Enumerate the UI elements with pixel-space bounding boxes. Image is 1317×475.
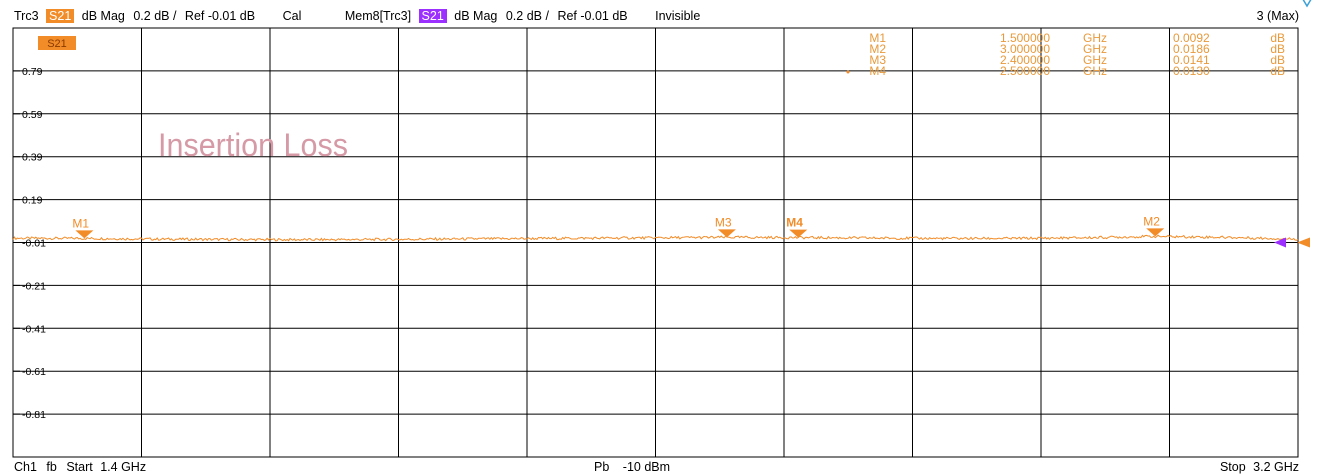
- marker-table-name: M1: [869, 31, 886, 45]
- marker-table-freq: 3.000000: [1000, 42, 1050, 56]
- stop-label[interactable]: Stop: [1219, 460, 1246, 474]
- start-label[interactable]: Start: [66, 460, 93, 474]
- marker-table-freq: 1.500000: [1000, 31, 1050, 45]
- chart-grid: [12, 27, 1299, 458]
- stop-value[interactable]: 3.2 GHz: [1253, 460, 1299, 474]
- y-tick-label: 0.79: [22, 66, 43, 78]
- marker-table-freq: 2.500000: [1000, 64, 1050, 78]
- y-tick-label: 0.19: [22, 195, 43, 207]
- trace-scale[interactable]: 0.2 dB /: [133, 9, 177, 23]
- marker-table-value-unit: dB: [1270, 53, 1285, 67]
- y-tick-label: -0.01: [22, 238, 46, 250]
- marker-table-value-unit: dB: [1270, 42, 1285, 56]
- trace-format[interactable]: dB Mag: [81, 9, 125, 23]
- trace-s21: [12, 234, 1299, 242]
- fb-label[interactable]: fb: [46, 460, 57, 474]
- trace-param-tag[interactable]: S21: [46, 9, 75, 23]
- y-tick-label: -0.21: [22, 280, 46, 292]
- trace-badge[interactable]: S21: [38, 36, 76, 50]
- pb-label[interactable]: Pb: [594, 460, 610, 474]
- y-tick-label: 0.59: [22, 109, 43, 121]
- cal-status[interactable]: Cal: [282, 9, 302, 23]
- ref-arrow-memory: [1274, 237, 1286, 248]
- power-value[interactable]: -10 dBm: [622, 460, 671, 474]
- marker-triangle-m1: [75, 230, 94, 239]
- marker-table-value-unit: dB: [1270, 31, 1285, 45]
- ref-arrow-trace: [1297, 237, 1310, 248]
- y-tick-label: -0.41: [22, 323, 46, 335]
- footer-center: Pb -10 dBm: [594, 459, 670, 475]
- marker-table-freq-unit: GHz: [1083, 53, 1107, 67]
- marker-label-m2: M2: [1143, 214, 1160, 228]
- y-tick-label: 0.39: [22, 152, 43, 164]
- marker-table-value: 0.0186: [1173, 42, 1210, 56]
- triangle-outline-icon: [1299, 0, 1315, 13]
- ref-level-markers: [1274, 237, 1310, 248]
- marker-triangle-m4: [789, 229, 808, 238]
- marker-table-value: 0.0141: [1173, 53, 1210, 67]
- chart-annotation: Insertion Loss: [158, 127, 348, 163]
- y-axis-ticks: 0.79 0.59 0.39 0.19 -0.01 -0.21 -0.41 -0.61 -0.8…: [13, 66, 46, 421]
- marker-label-m1: M1: [72, 216, 89, 230]
- trace-markers: M1 M2 M3 M4: [72, 214, 1165, 239]
- mem-ref[interactable]: Ref -0.01 dB: [557, 9, 628, 23]
- mem-scale[interactable]: 0.2 dB /: [505, 9, 549, 23]
- mem-visibility[interactable]: Invisible: [655, 9, 701, 23]
- marker-label-m4: M4: [786, 216, 803, 230]
- y-tick-label: -0.81: [22, 409, 46, 421]
- trace-badge-label: S21: [47, 38, 67, 50]
- max-indicator: 3 (Max): [1256, 9, 1299, 23]
- marker-table-freq-unit: GHz: [1083, 31, 1107, 45]
- active-marker-bullet: [846, 70, 850, 74]
- marker-table-freq-unit: GHz: [1083, 42, 1107, 56]
- y-tick-label: -0.61: [22, 366, 46, 378]
- marker-table-value: 0.0092: [1173, 31, 1210, 45]
- mem-param-tag[interactable]: S21: [418, 9, 447, 23]
- marker-table-freq: 2.400000: [1000, 53, 1050, 67]
- marker-triangle-m3: [717, 229, 736, 238]
- mem-format[interactable]: dB Mag: [454, 9, 498, 23]
- marker-table-value: 0.0130: [1173, 64, 1210, 78]
- marker-table: M1 1.500000 GHz 0.0092 dB M2 3.000000 GHz 0.0186…: [846, 31, 1285, 78]
- start-value[interactable]: 1.4 GHz: [100, 460, 147, 474]
- footer-right: Stop 3.2 GHz: [1220, 459, 1299, 475]
- trace-label[interactable]: Trc3: [14, 9, 39, 23]
- marker-table-name: M3: [869, 53, 886, 67]
- marker-table-freq-unit: GHz: [1083, 64, 1107, 78]
- channel-label[interactable]: Ch1: [14, 460, 37, 474]
- footer-left: Ch1 fb Start 1.4 GHz: [14, 459, 146, 475]
- marker-label-m3: M3: [715, 215, 732, 229]
- marker-triangle-m2: [1146, 228, 1165, 237]
- mem-trace-label[interactable]: Mem8[Trc3]: [344, 9, 412, 23]
- trace-ref[interactable]: Ref -0.01 dB: [184, 9, 256, 23]
- marker-table-name: M2: [869, 42, 886, 56]
- trace-line: [12, 234, 1299, 242]
- marker-table-name: M4: [869, 64, 886, 78]
- marker-table-value-unit: dB: [1270, 64, 1285, 78]
- header-bar: Trc3 S21 dB Mag 0.2 dB / Ref -0.01 dB Ca…: [14, 8, 700, 24]
